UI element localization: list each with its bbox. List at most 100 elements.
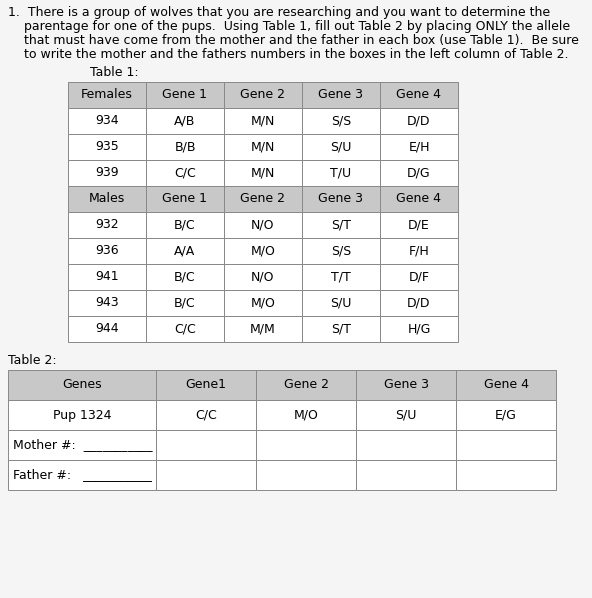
Bar <box>68 212 146 238</box>
Bar <box>302 160 380 186</box>
Text: Gene 3: Gene 3 <box>384 379 429 392</box>
Text: 932: 932 <box>95 218 119 231</box>
Bar <box>224 212 302 238</box>
Text: Genes: Genes <box>62 379 102 392</box>
Bar <box>68 290 146 316</box>
Text: 936: 936 <box>95 245 119 258</box>
Bar <box>302 264 380 290</box>
Bar <box>302 212 380 238</box>
Bar <box>256 370 356 400</box>
Bar <box>380 160 458 186</box>
Bar <box>68 108 146 134</box>
Text: Males: Males <box>89 193 125 206</box>
Text: D/E: D/E <box>408 218 430 231</box>
Text: M/N: M/N <box>251 114 275 127</box>
Bar <box>380 186 458 212</box>
Bar <box>356 430 456 460</box>
Text: 935: 935 <box>95 141 119 154</box>
Text: D/F: D/F <box>408 270 430 283</box>
Text: Gene 4: Gene 4 <box>397 193 442 206</box>
Text: Gene 1: Gene 1 <box>162 193 208 206</box>
Text: that must have come from the mother and the father in each box (use Table 1).  B: that must have come from the mother and … <box>8 34 579 47</box>
Text: Table 1:: Table 1: <box>90 66 139 79</box>
Text: B/C: B/C <box>174 297 196 310</box>
Text: H/G: H/G <box>407 322 431 335</box>
Text: Gene 2: Gene 2 <box>284 379 329 392</box>
Bar <box>8 460 156 490</box>
Bar <box>302 108 380 134</box>
Text: 1.  There is a group of wolves that you are researching and you want to determin: 1. There is a group of wolves that you a… <box>8 6 550 19</box>
Text: T/T: T/T <box>331 270 351 283</box>
Bar <box>68 264 146 290</box>
Text: M/O: M/O <box>294 408 318 422</box>
Text: B/C: B/C <box>174 270 196 283</box>
Bar <box>146 108 224 134</box>
Text: to write the mother and the fathers numbers in the boxes in the left column of T: to write the mother and the fathers numb… <box>8 48 568 61</box>
Bar <box>146 316 224 342</box>
Bar <box>146 238 224 264</box>
Bar <box>380 212 458 238</box>
Text: Gene1: Gene1 <box>185 379 227 392</box>
Bar <box>256 430 356 460</box>
Text: C/C: C/C <box>195 408 217 422</box>
Bar <box>456 430 556 460</box>
Bar <box>380 82 458 108</box>
Bar <box>146 212 224 238</box>
Bar <box>224 290 302 316</box>
Bar <box>156 430 256 460</box>
Text: S/T: S/T <box>331 322 351 335</box>
Bar <box>224 82 302 108</box>
Text: D/D: D/D <box>407 114 431 127</box>
Bar <box>68 160 146 186</box>
Text: D/G: D/G <box>407 166 431 179</box>
Text: N/O: N/O <box>251 218 275 231</box>
Text: Females: Females <box>81 89 133 102</box>
Bar <box>224 160 302 186</box>
Bar <box>302 186 380 212</box>
Bar <box>380 290 458 316</box>
Bar <box>146 186 224 212</box>
Text: B/C: B/C <box>174 218 196 231</box>
Text: 944: 944 <box>95 322 119 335</box>
Bar <box>224 108 302 134</box>
Bar <box>356 460 456 490</box>
Bar <box>68 238 146 264</box>
Text: 939: 939 <box>95 166 119 179</box>
Text: S/S: S/S <box>331 245 351 258</box>
Bar <box>302 238 380 264</box>
Text: Father #:   ___________: Father #: ___________ <box>13 468 152 481</box>
Bar <box>146 82 224 108</box>
Bar <box>302 290 380 316</box>
Bar <box>256 460 356 490</box>
Text: Gene 3: Gene 3 <box>318 193 363 206</box>
Text: M/N: M/N <box>251 141 275 154</box>
Text: Gene 4: Gene 4 <box>484 379 529 392</box>
Bar <box>302 134 380 160</box>
Text: 943: 943 <box>95 297 119 310</box>
Text: D/D: D/D <box>407 297 431 310</box>
Bar <box>380 264 458 290</box>
Bar <box>156 400 256 430</box>
Bar <box>146 264 224 290</box>
Text: Gene 2: Gene 2 <box>240 89 285 102</box>
Text: C/C: C/C <box>174 322 196 335</box>
Bar <box>456 400 556 430</box>
Text: M/O: M/O <box>250 245 275 258</box>
Text: A/A: A/A <box>175 245 195 258</box>
Text: Gene 3: Gene 3 <box>318 89 363 102</box>
Bar <box>456 370 556 400</box>
Text: M/M: M/M <box>250 322 276 335</box>
Text: N/O: N/O <box>251 270 275 283</box>
Text: Mother #:  ___________: Mother #: ___________ <box>13 438 153 451</box>
Bar <box>146 160 224 186</box>
Bar <box>224 134 302 160</box>
Bar <box>380 108 458 134</box>
Text: B/B: B/B <box>174 141 196 154</box>
Bar <box>356 370 456 400</box>
Text: T/U: T/U <box>330 166 352 179</box>
Bar <box>156 460 256 490</box>
Text: S/S: S/S <box>331 114 351 127</box>
Text: C/C: C/C <box>174 166 196 179</box>
Bar <box>302 82 380 108</box>
Text: Table 2:: Table 2: <box>8 354 57 367</box>
